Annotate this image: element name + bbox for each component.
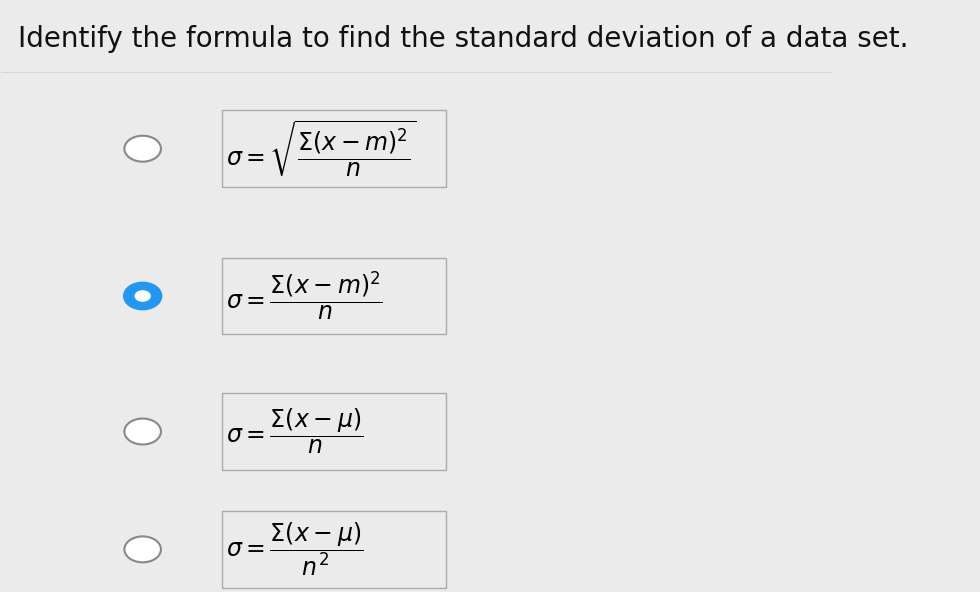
Text: $\sigma = \sqrt{\dfrac{\Sigma(x-m)^2}{n}}$: $\sigma = \sqrt{\dfrac{\Sigma(x-m)^2}{n}… — [225, 118, 416, 179]
Circle shape — [134, 290, 151, 302]
Text: $\sigma = \dfrac{\Sigma(x-\mu)}{n}$: $\sigma = \dfrac{\Sigma(x-\mu)}{n}$ — [225, 407, 364, 456]
Circle shape — [124, 136, 161, 162]
Text: $\sigma = \dfrac{\Sigma(x-m)^2}{n}$: $\sigma = \dfrac{\Sigma(x-m)^2}{n}$ — [225, 270, 382, 322]
Text: Identify the formula to find the standard deviation of a data set.: Identify the formula to find the standar… — [18, 25, 908, 53]
Circle shape — [124, 419, 161, 445]
Text: $\sigma = \dfrac{\Sigma(x-\mu)}{n^2}$: $\sigma = \dfrac{\Sigma(x-\mu)}{n^2}$ — [225, 520, 364, 578]
Circle shape — [124, 536, 161, 562]
Circle shape — [124, 283, 161, 309]
